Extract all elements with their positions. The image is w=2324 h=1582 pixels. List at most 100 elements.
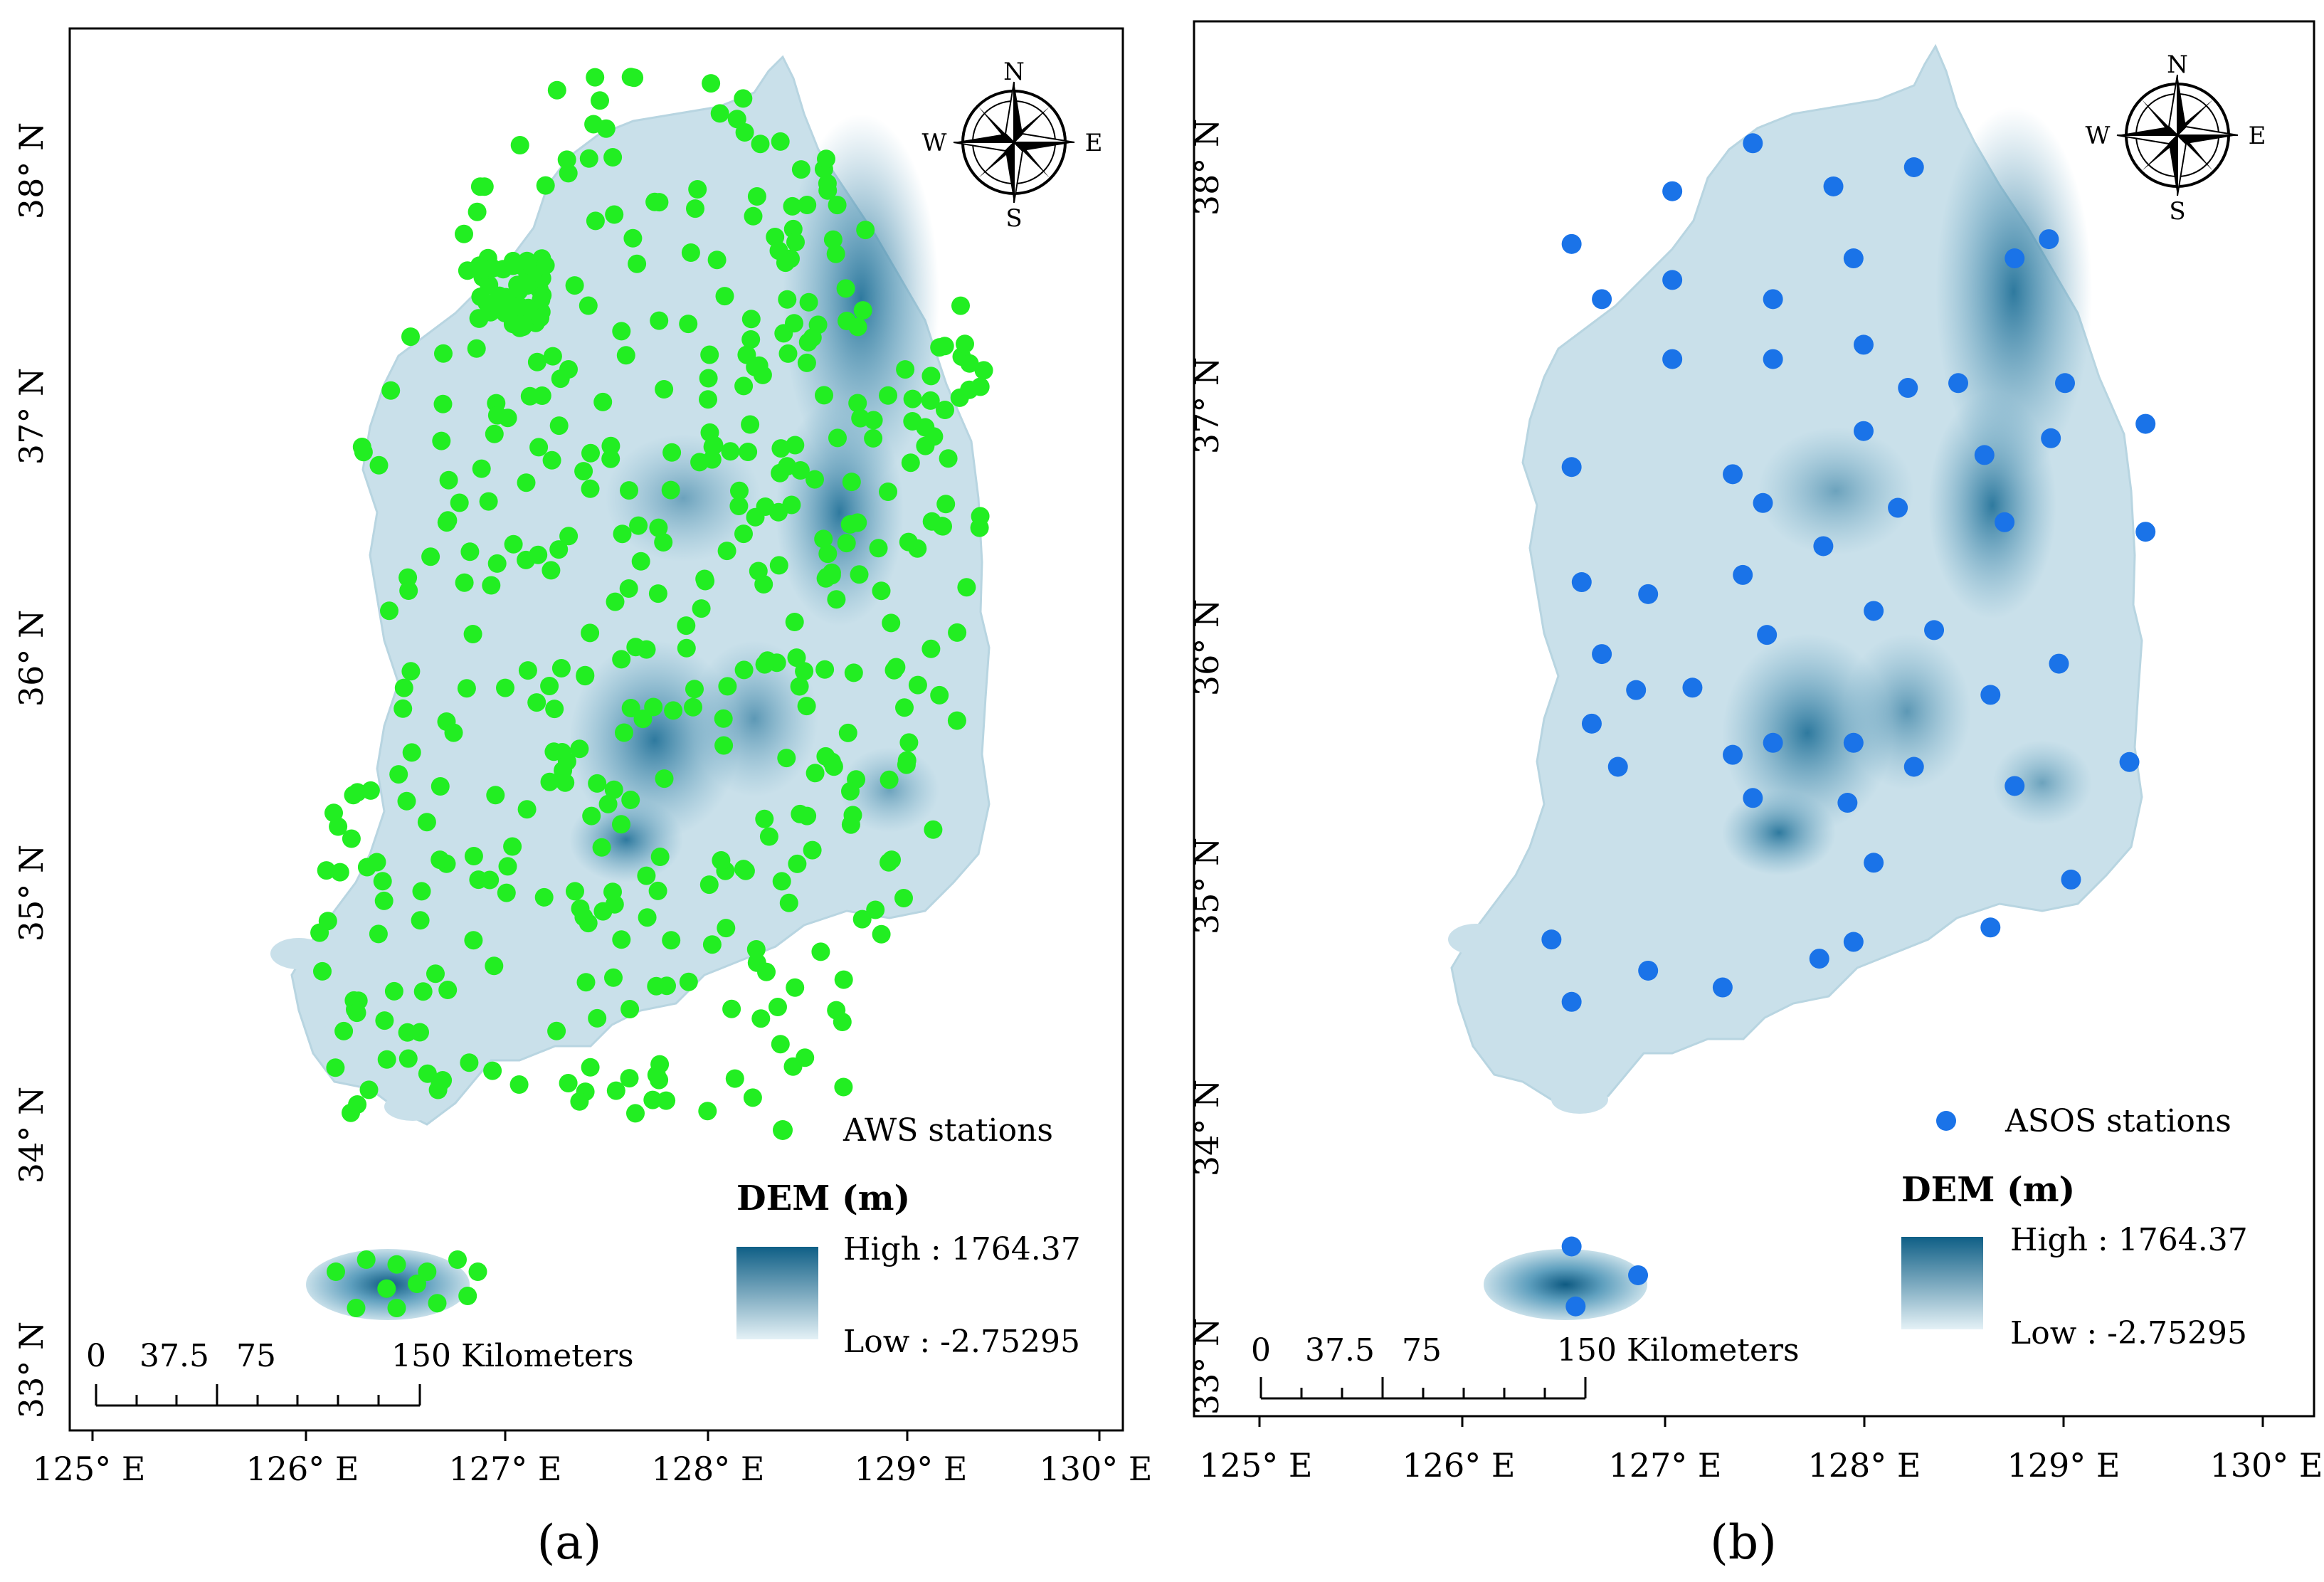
aws-station-point: [559, 527, 579, 546]
aws-station-point: [347, 1299, 366, 1317]
aws-station-point: [647, 976, 666, 996]
x-tick-label: 128° E: [651, 1450, 764, 1488]
legend-station-label: AWS stations: [843, 1112, 1053, 1149]
aws-station-point: [823, 230, 843, 249]
asos-station-point: [1837, 793, 1858, 813]
aws-station-point: [702, 74, 721, 93]
aws-station-point: [401, 327, 420, 347]
asos-station-point: [1592, 644, 1612, 665]
aws-station-point: [581, 443, 600, 463]
aws-station-point: [681, 243, 700, 262]
aws-station-point: [690, 453, 709, 472]
aws-station-point: [795, 662, 814, 681]
aws-station-point: [897, 751, 917, 770]
aws-station-point: [467, 339, 486, 358]
aws-station-point: [547, 80, 566, 100]
y-tick-label: 38° N: [1188, 119, 1226, 216]
scale-label-75: 75: [236, 1338, 276, 1374]
aws-station-point: [401, 662, 421, 681]
dem-low-label: Low : -2.75295: [843, 1324, 1080, 1360]
aws-station-point: [901, 453, 920, 473]
aws-station-point: [418, 1064, 437, 1083]
aws-station-point: [790, 677, 809, 696]
aws-station-point: [387, 1255, 406, 1274]
aws-station-point: [822, 566, 841, 585]
aws-station-point: [650, 311, 669, 330]
aws-station-point: [842, 473, 861, 492]
aws-station-point: [843, 806, 862, 825]
aws-station-point: [645, 192, 665, 211]
aws-station-point: [529, 438, 549, 457]
aws-station-point: [543, 347, 562, 366]
aws-station-point: [771, 463, 790, 482]
aws-station-point: [715, 287, 734, 306]
aws-station-point: [777, 749, 796, 768]
aws-station-point: [579, 296, 598, 315]
aws-station-point: [463, 625, 482, 643]
aws-station-point: [468, 202, 487, 221]
asos-station-point: [1541, 929, 1562, 950]
asos-station-point: [1898, 378, 1918, 399]
asos-station-point: [2119, 752, 2140, 772]
aws-station-point: [387, 1299, 406, 1317]
aws-station-point: [806, 764, 825, 783]
aws-station-point: [517, 251, 537, 270]
aws-station-point: [838, 723, 857, 742]
aws-station-point: [586, 211, 605, 231]
aws-station-point: [650, 848, 670, 866]
aws-station-point: [884, 660, 904, 680]
y-tick-label: 34° N: [1188, 1080, 1226, 1176]
aws-station-point: [685, 680, 704, 699]
asos-station-point: [2005, 248, 2025, 269]
aws-station-point: [444, 723, 463, 742]
asos-station-point: [1864, 601, 1884, 621]
aws-station-point: [791, 160, 810, 179]
aws-station-point: [411, 911, 430, 930]
aws-station-point: [482, 576, 501, 595]
aws-station-point: [402, 743, 421, 762]
aws-station-point: [357, 858, 376, 877]
aws-station-point: [356, 1250, 376, 1269]
aws-station-point: [730, 481, 749, 500]
aws-station-point: [487, 554, 507, 573]
aws-station-point: [612, 815, 630, 834]
aws-station-point: [603, 148, 623, 167]
x-tick-label: 125° E: [32, 1450, 145, 1488]
aws-station-point: [741, 415, 760, 434]
aws-station-point: [703, 437, 722, 456]
aws-station-point: [464, 931, 483, 950]
aws-station-point: [411, 1023, 429, 1042]
aws-station-point: [714, 709, 733, 728]
asos-station-point: [1809, 949, 1829, 969]
asos-station-point: [1592, 289, 1612, 310]
panel-b-scale-bar: 0 37.5 75 150 Kilometers: [1251, 1332, 1800, 1400]
aws-station-point: [935, 337, 954, 356]
x-tick-label: 127° E: [448, 1450, 561, 1488]
aws-station-point: [879, 386, 897, 405]
aws-station-point: [771, 439, 791, 458]
scale-label-150: 150 Kilometers: [391, 1338, 634, 1374]
aws-station-point: [342, 829, 361, 848]
aws-station-point: [771, 132, 790, 151]
asos-station-point: [1561, 1236, 1582, 1257]
aws-station-point: [657, 1091, 676, 1110]
aws-station-point: [638, 908, 657, 927]
aws-station-point: [783, 1057, 803, 1076]
aws-station-point: [412, 882, 431, 901]
aws-station-point: [588, 774, 607, 793]
aws-station-point: [869, 539, 888, 558]
compass-west: W: [922, 129, 947, 157]
aws-station-point: [787, 648, 806, 668]
aws-station-point: [828, 196, 847, 215]
aws-station-point: [759, 827, 778, 846]
asos-station-point: [1662, 349, 1683, 369]
y-tick-label: 37° N: [12, 368, 51, 465]
compass-rose: N S E W: [922, 58, 1103, 233]
aws-station-point: [834, 970, 853, 989]
dem-high-label: High : 1764.37: [2010, 1222, 2248, 1258]
aws-station-point: [880, 853, 898, 872]
aws-station-point: [734, 660, 754, 680]
aws-station-point: [439, 470, 458, 490]
panel-a-caption: (a): [537, 1515, 602, 1570]
